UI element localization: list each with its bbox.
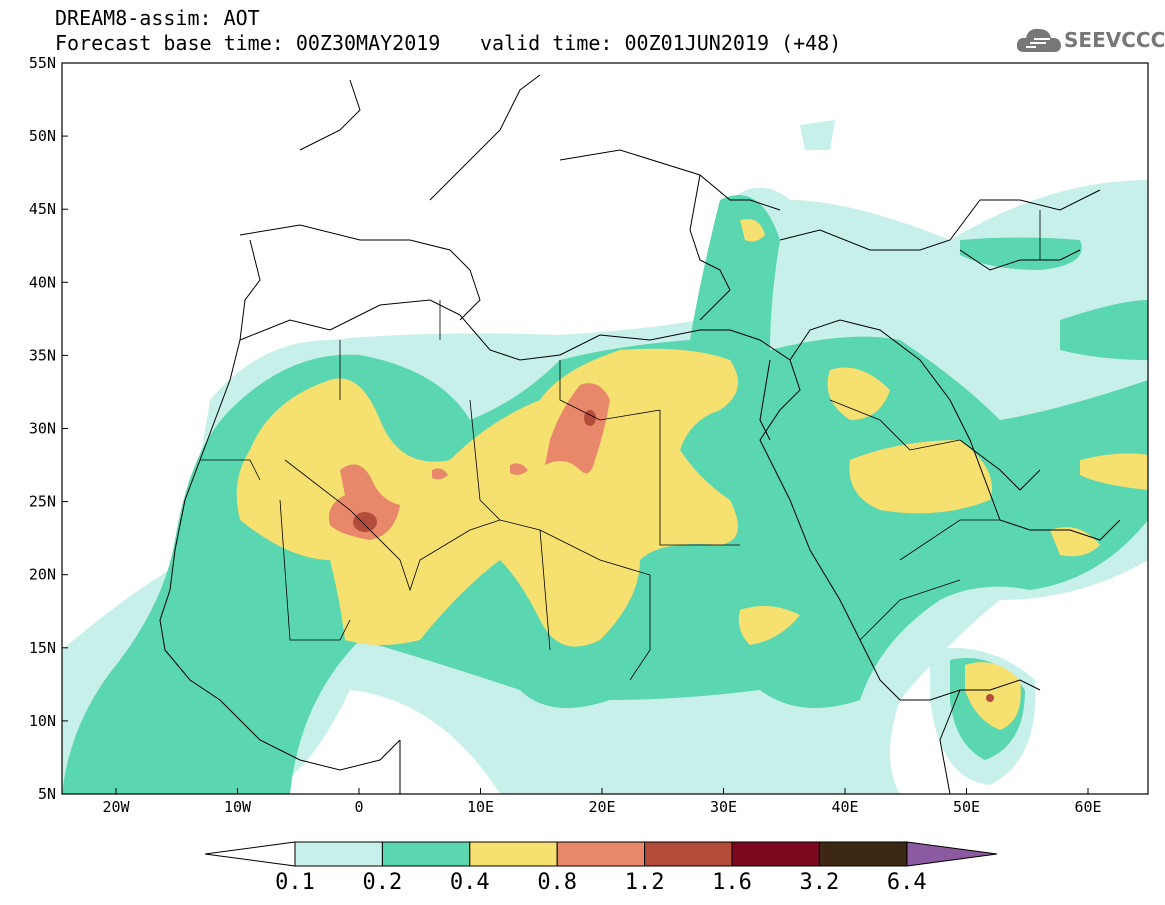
colorbar-cell [469, 841, 558, 867]
lat-label: 45N [29, 200, 56, 218]
colorbar-label: 6.4 [886, 870, 927, 895]
lat-label: 15N [29, 639, 56, 657]
colorbar-label: 0.4 [449, 870, 490, 895]
lat-label: 40N [29, 273, 56, 291]
lon-label: 20E [588, 798, 615, 816]
lat-label: 10N [29, 712, 56, 730]
colorbar-high-triangle [906, 841, 998, 867]
lat-label: 50N [29, 127, 56, 145]
lat-label: 35N [29, 346, 56, 364]
lon-label: 30E [710, 798, 737, 816]
chart-title: DREAM8-assim: AOT [55, 6, 260, 30]
forecast-base-time: Forecast base time: 00Z30MAY2019 [55, 31, 441, 55]
lat-label: 25N [29, 493, 56, 511]
colorbar [204, 841, 998, 867]
aot-band-1.2 [353, 410, 994, 702]
colorbar-label: 0.8 [537, 870, 578, 895]
lon-label: 50E [953, 798, 980, 816]
coastlines [159, 74, 1121, 794]
longitude-axis: 20W 10W 0 10E 20E 30E 40E 50E 60E [102, 788, 1102, 816]
lat-label: 55N [29, 54, 56, 72]
colorbar-label: 3.2 [799, 870, 840, 895]
cloud-icon [1016, 28, 1061, 52]
aot-map: 55N 50N 45N 40N 35N 30N 25N 20N 15N 10N 5N 20W 10W 0… [29, 54, 1149, 816]
seevccc-logo: SEEVCCC [1016, 24, 1165, 56]
lon-label: 20W [102, 798, 130, 816]
colorbar-label: 1.2 [624, 870, 665, 895]
country-borders [200, 210, 1041, 681]
colorbar-low-triangle [204, 841, 296, 867]
lon-label: 40E [831, 798, 858, 816]
aot-band-0.8 [329, 383, 610, 540]
valid-time: valid time: 00Z01JUN2019 (+48) [480, 31, 842, 55]
latitude-axis: 55N 50N 45N 40N 35N 30N 25N 20N 15N 10N 5N [29, 54, 68, 803]
lat-label: 30N [29, 420, 56, 438]
colorbar-cell [294, 841, 383, 867]
colorbar-cell [556, 841, 646, 867]
colorbar-cell [381, 841, 471, 867]
aot-band-0.4 [236, 219, 1148, 730]
colorbar-cell [818, 841, 908, 867]
colorbar-label: 1.6 [712, 870, 752, 895]
colorbar-label: 0.2 [362, 870, 403, 895]
lon-label: 60E [1074, 798, 1101, 816]
colorbar-cell [731, 841, 820, 867]
lon-label: 0 [354, 798, 363, 816]
lon-label: 10W [224, 798, 252, 816]
logo-text: SEEVCCC [1064, 28, 1165, 52]
colorbar-label: 0.1 [275, 870, 315, 895]
lat-label: 5N [38, 785, 56, 803]
lat-label: 20N [29, 566, 56, 584]
colorbar-cell [644, 841, 733, 867]
lon-label: 10E [467, 798, 494, 816]
